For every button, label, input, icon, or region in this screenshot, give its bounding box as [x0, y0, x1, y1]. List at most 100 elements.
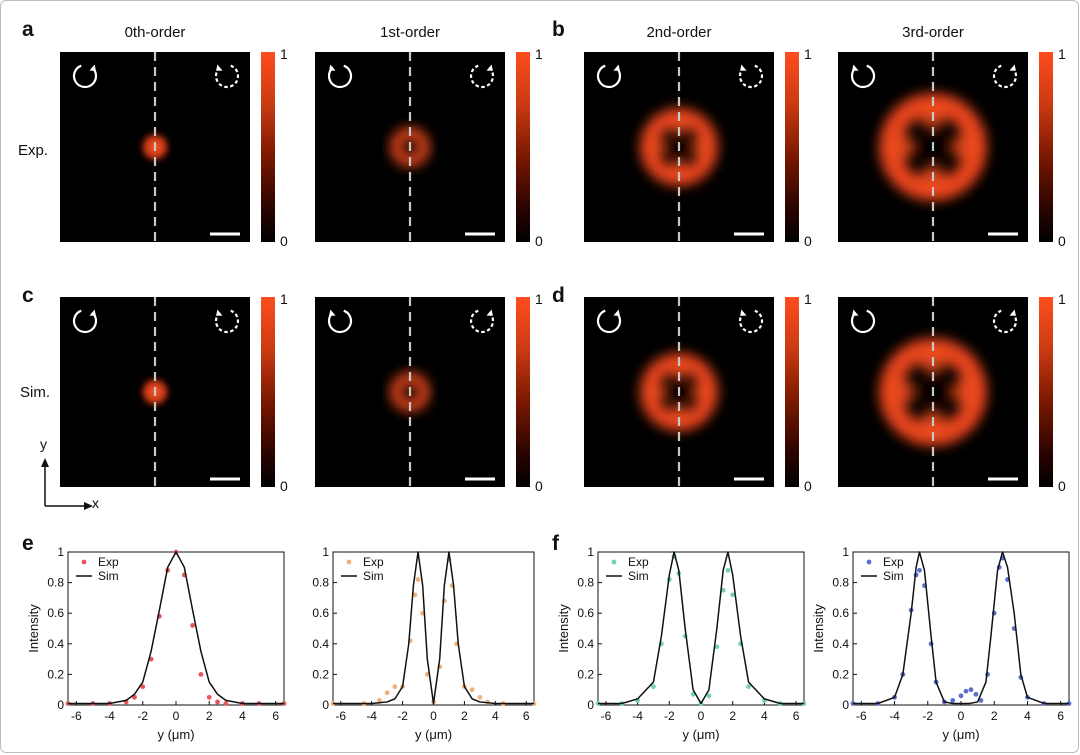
panel-letter-a: a: [22, 18, 34, 41]
series-line-sim: [333, 551, 534, 705]
data-point-exp: [190, 623, 196, 628]
x-tick-label: -2: [664, 709, 675, 723]
profile-plot-2nd: -6 -4 -2 0 2 4 6 0 0.2 0.4 0.6 0.8 1 y (μm) Intensity E…: [550, 540, 810, 750]
x-tick-label: 4: [1024, 709, 1031, 723]
x-tick-label: -2: [137, 709, 148, 723]
y-tick-label: 0: [57, 698, 64, 712]
colorbar-min-label: 0: [535, 478, 543, 494]
x-tick-label: 0: [430, 709, 437, 723]
beam-image-sim-1st: [315, 297, 505, 487]
x-tick-label: -4: [104, 709, 115, 723]
x-tick-label: 0: [173, 709, 180, 723]
colorbar-max-label: 1: [1058, 291, 1066, 307]
y-tick-label: 0.4: [47, 637, 64, 651]
data-point-exp: [477, 694, 483, 700]
x-tick-label: 6: [272, 709, 279, 723]
data-point-exp: [651, 684, 656, 690]
y-tick-label: 0.4: [312, 637, 329, 651]
colorbar: [261, 297, 275, 487]
y-axis-label: Intensity: [556, 604, 571, 653]
y-tick-label: 0.6: [577, 606, 594, 620]
x-tick-label: -4: [366, 709, 377, 723]
x-tick-label: 6: [1057, 709, 1064, 723]
data-point-exp: [706, 693, 712, 699]
data-point-exp: [725, 567, 731, 573]
y-tick-label: 0.6: [47, 606, 64, 620]
data-point-exp: [223, 701, 229, 706]
x-tick-label: 6: [523, 709, 530, 723]
colorbar-max-label: 1: [280, 291, 288, 307]
y-tick-label: 0.4: [832, 637, 849, 651]
beam-image-sim-0th: [60, 297, 250, 487]
data-point-exp: [968, 687, 974, 693]
panel-letter-c: c: [22, 284, 34, 307]
legend-swatch: [866, 559, 872, 565]
colorbar-max-label: 1: [1058, 46, 1066, 62]
series-line-sim: [853, 551, 1069, 705]
x-tick-label: 4: [239, 709, 246, 723]
legend-label: Exp: [98, 555, 119, 569]
y-tick-label: 0.6: [312, 606, 329, 620]
y-axis-label: Intensity: [811, 604, 826, 653]
colorbar-min-label: 0: [1058, 233, 1066, 249]
data-point-exp: [978, 698, 984, 703]
y-tick-label: 0.2: [47, 667, 64, 681]
legend-label: Sim: [883, 569, 904, 583]
colorbar-min-label: 0: [280, 478, 288, 494]
beam-image-exp-0th: [60, 52, 250, 242]
input-polarization-arrow-icon: [596, 64, 622, 89]
data-point-exp: [469, 687, 475, 693]
y-tick-label: 1: [57, 545, 64, 559]
colorbar: [1039, 297, 1053, 487]
data-point-exp: [215, 699, 220, 705]
colorbar-min-label: 0: [804, 478, 812, 494]
legend-label: Exp: [883, 555, 904, 569]
beam-image-exp-2nd: [584, 52, 774, 242]
column-title-0th: 0th-order: [124, 24, 186, 41]
input-polarization-arrow-icon: [850, 64, 876, 89]
output-polarization-arrow-icon: [214, 309, 240, 334]
legend-swatch: [611, 559, 617, 565]
y-tick-label: 0.8: [832, 576, 849, 590]
beam-image-sim-2nd: [584, 297, 774, 487]
legend-label: Sim: [628, 569, 649, 583]
panel-letter-d: d: [552, 284, 565, 307]
legend-swatch: [81, 559, 87, 565]
colorbar-min-label: 0: [280, 233, 288, 249]
data-point-exp: [950, 698, 956, 703]
y-tick-label: 1: [842, 545, 849, 559]
colorbar: [785, 52, 799, 242]
legend-swatch: [346, 559, 352, 565]
output-polarization-arrow-icon: [469, 309, 495, 334]
colorbar-min-label: 0: [1058, 478, 1066, 494]
output-polarization-arrow-icon: [469, 64, 495, 89]
legend-label: Exp: [363, 555, 384, 569]
input-polarization-arrow-icon: [327, 64, 353, 89]
data-point-exp: [376, 698, 382, 703]
panel-letter-b: b: [552, 18, 565, 41]
data-point-exp: [714, 644, 720, 650]
x-tick-label: -6: [856, 709, 867, 723]
legend-label: Sim: [98, 569, 119, 583]
input-polarization-arrow-icon: [327, 309, 353, 334]
output-polarization-arrow-icon: [738, 309, 764, 334]
y-tick-label: 0: [322, 698, 329, 712]
x-tick-label: -4: [889, 709, 900, 723]
data-point-exp: [415, 577, 421, 582]
row-label-exp: Exp.: [18, 142, 49, 159]
beam-image-exp-1st: [315, 52, 505, 242]
data-point-exp: [65, 701, 71, 706]
data-point-exp: [973, 691, 979, 697]
x-tick-label: 2: [729, 709, 736, 723]
colorbar: [1039, 52, 1053, 242]
column-title-1st: 1st-order: [379, 24, 441, 41]
legend-label: Exp: [628, 555, 649, 569]
colorbar: [516, 297, 530, 487]
input-polarization-arrow-icon: [72, 64, 98, 89]
x-tick-label: -2: [397, 709, 408, 723]
beam-image-sim-3rd: [838, 297, 1028, 487]
panel-letter-f: f: [552, 532, 559, 555]
x-tick-label: -6: [71, 709, 82, 723]
colorbar-min-label: 0: [804, 233, 812, 249]
